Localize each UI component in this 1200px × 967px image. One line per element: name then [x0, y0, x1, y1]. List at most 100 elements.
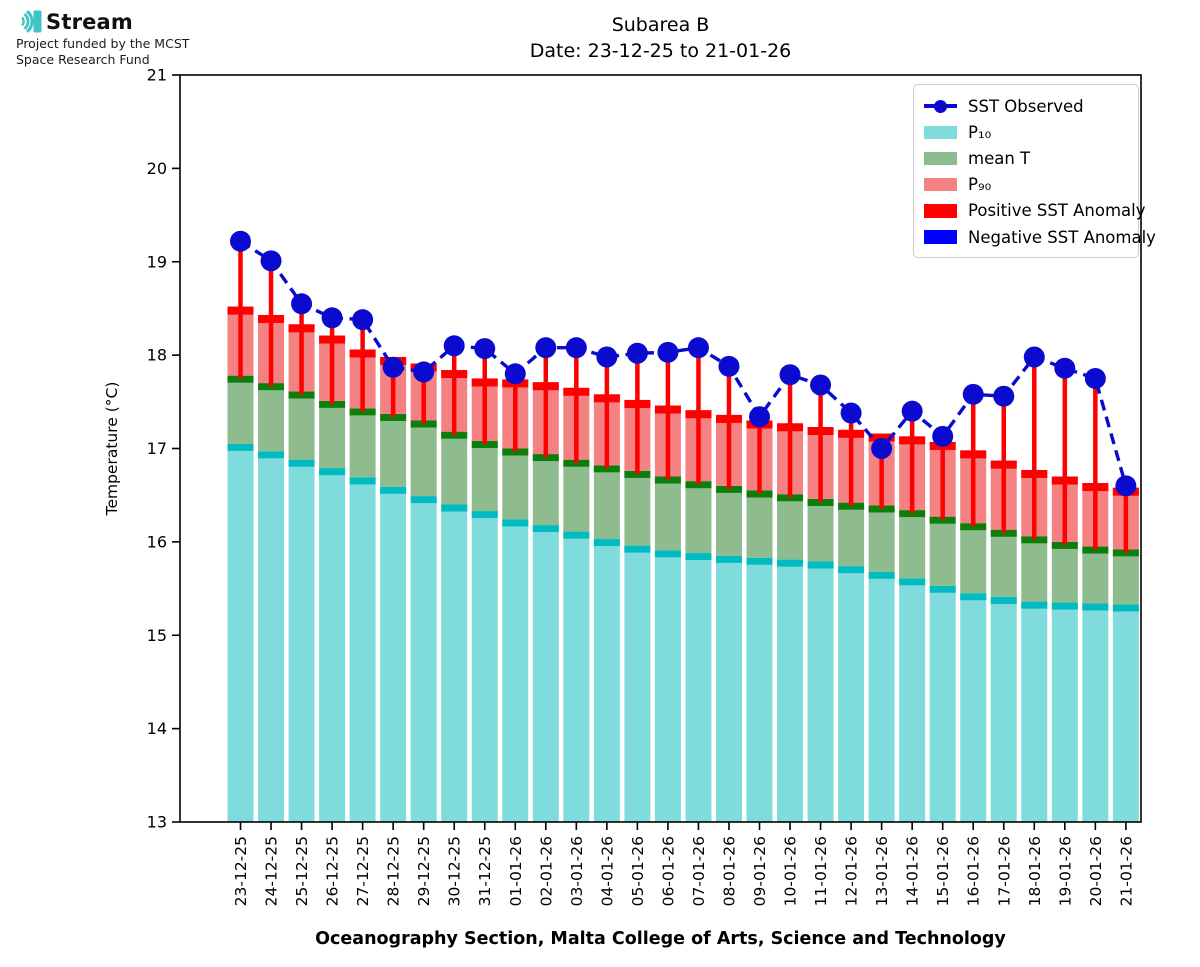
sst-point	[687, 337, 709, 359]
legend-label: Positive SST Anomaly	[968, 201, 1146, 221]
negative-anomaly-marker	[924, 230, 957, 244]
sst-point	[901, 400, 923, 422]
svg-text:08-01-26: 08-01-26	[720, 836, 738, 906]
svg-text:28-12-25: 28-12-25	[385, 836, 403, 906]
svg-text:29-12-25: 29-12-25	[415, 836, 433, 906]
sst-point	[596, 346, 618, 368]
svg-text:06-01-26: 06-01-26	[659, 836, 677, 906]
svg-text:23-12-25: 23-12-25	[232, 836, 250, 906]
svg-text:16-01-26: 16-01-26	[965, 836, 983, 906]
x-axis: 23-12-25 24-12-25 25-12-25 26-12-25 27-12-25…	[232, 822, 1135, 906]
positive-anomaly-marker	[924, 204, 957, 218]
sst-point	[962, 383, 984, 405]
svg-text:16: 16	[147, 532, 167, 551]
sst-point	[504, 363, 526, 385]
legend-item-mean-t: mean T	[924, 145, 1128, 171]
chart-caption: Oceanography Section, Malta College of A…	[315, 929, 1006, 949]
legend-item-p10: P₁₀	[924, 119, 1128, 145]
svg-text:09-01-26: 09-01-26	[751, 836, 769, 906]
legend-label: Negative SST Anomaly	[968, 227, 1156, 247]
svg-text:14: 14	[147, 719, 167, 738]
legend-item-sst-observed: SST Observed	[924, 93, 1128, 119]
svg-text:02-01-26: 02-01-26	[537, 836, 555, 906]
legend-label: P₉₀	[968, 175, 992, 195]
svg-text:26-12-25: 26-12-25	[324, 836, 342, 906]
svg-text:10-01-26: 10-01-26	[782, 836, 800, 906]
sst-point	[291, 293, 313, 315]
svg-text:25-12-25: 25-12-25	[293, 836, 311, 906]
svg-text:11-01-26: 11-01-26	[812, 836, 830, 906]
plot-border-layer	[179, 74, 1142, 823]
logo-subtitle-line1: Project funded by the MCST	[16, 36, 190, 51]
legend-label: P₁₀	[968, 122, 992, 142]
chart-title: Subarea B	[611, 14, 710, 36]
svg-text:21-01-26: 21-01-26	[1117, 836, 1135, 906]
chart-date-range: Date: 23-12-25 to 21-01-26	[529, 40, 792, 62]
svg-text:20: 20	[147, 159, 167, 178]
sst-point	[810, 374, 832, 396]
svg-text:20-01-26: 20-01-26	[1087, 836, 1105, 906]
sst-points	[230, 230, 1137, 497]
svg-text:14-01-26: 14-01-26	[904, 836, 922, 906]
legend-item-negative-anomaly: Negative SST Anomaly	[924, 224, 1156, 250]
svg-text:18: 18	[147, 346, 167, 365]
sst-point	[749, 406, 771, 428]
svg-text:31-12-25: 31-12-25	[476, 836, 494, 906]
sst-point	[932, 425, 954, 447]
sst-point	[443, 335, 465, 357]
sst-point	[413, 361, 435, 383]
sst-point	[1054, 357, 1076, 379]
sst-point	[840, 402, 862, 424]
sst-point	[474, 338, 496, 360]
y-axis-label-layer: Temperature (°C)	[103, 382, 121, 517]
svg-text:17: 17	[147, 439, 167, 458]
sst-point	[1023, 346, 1045, 368]
sst-point	[1115, 475, 1137, 497]
svg-text:30-12-25: 30-12-25	[446, 836, 464, 906]
stream-logo-icon	[21, 10, 42, 33]
logo-subtitle-line2: Space Research Fund	[16, 51, 150, 67]
p10-marker	[924, 125, 957, 140]
svg-text:17-01-26: 17-01-26	[995, 836, 1013, 906]
legend-item-positive-anomaly: Positive SST Anomaly	[924, 198, 1146, 224]
legend-label: SST Observed	[968, 96, 1084, 116]
svg-text:21: 21	[147, 66, 167, 85]
sst-point	[230, 230, 251, 252]
svg-text:13: 13	[147, 813, 167, 832]
svg-text:07-01-26: 07-01-26	[690, 836, 708, 906]
svg-text:15: 15	[147, 626, 167, 645]
svg-text:24-12-25: 24-12-25	[263, 836, 281, 906]
svg-text:13-01-26: 13-01-26	[873, 836, 891, 906]
svg-text:19-01-26: 19-01-26	[1056, 836, 1074, 906]
anomaly-lines-layer	[238, 241, 1129, 553]
svg-text:19: 19	[147, 252, 167, 271]
legend-item-p90: P₉₀	[924, 172, 1128, 198]
svg-text:04-01-26: 04-01-26	[598, 836, 616, 906]
sst-point	[871, 438, 893, 459]
mean-t-marker	[924, 151, 957, 166]
logo-subtitle: Project funded by the MCST Space Researc…	[16, 36, 189, 67]
sst-point	[260, 250, 282, 272]
legend-label: mean T	[968, 148, 1031, 168]
sst-point	[321, 307, 343, 329]
svg-text:18-01-26: 18-01-26	[1026, 836, 1044, 906]
chart-title-block: Subarea B Date: 23-12-25 to 21-01-26	[180, 12, 1141, 65]
sst-point	[626, 342, 648, 364]
svg-text:27-12-25: 27-12-25	[354, 836, 372, 906]
sst-point	[352, 309, 374, 331]
sst-point	[382, 356, 404, 378]
y-axis-label: Temperature (°C)	[103, 382, 121, 517]
logo-brand-text: Stream	[46, 9, 134, 34]
chart-legend: SST Observed P₁₀ mean T P₉₀ Positive SST…	[913, 84, 1156, 259]
svg-text:15-01-26: 15-01-26	[934, 836, 952, 906]
sst-point	[1084, 367, 1106, 389]
sst-point	[565, 337, 587, 359]
sst-point	[657, 341, 679, 363]
stream-logo: Stream Project funded by the MCST Space …	[16, 8, 189, 67]
svg-text:01-01-26: 01-01-26	[507, 836, 525, 906]
y-axis: 13 14 15 16 17 18 19 20 21	[147, 66, 180, 832]
svg-text:12-01-26: 12-01-26	[843, 836, 861, 906]
sst-point	[779, 364, 801, 386]
sst-point	[535, 337, 557, 359]
